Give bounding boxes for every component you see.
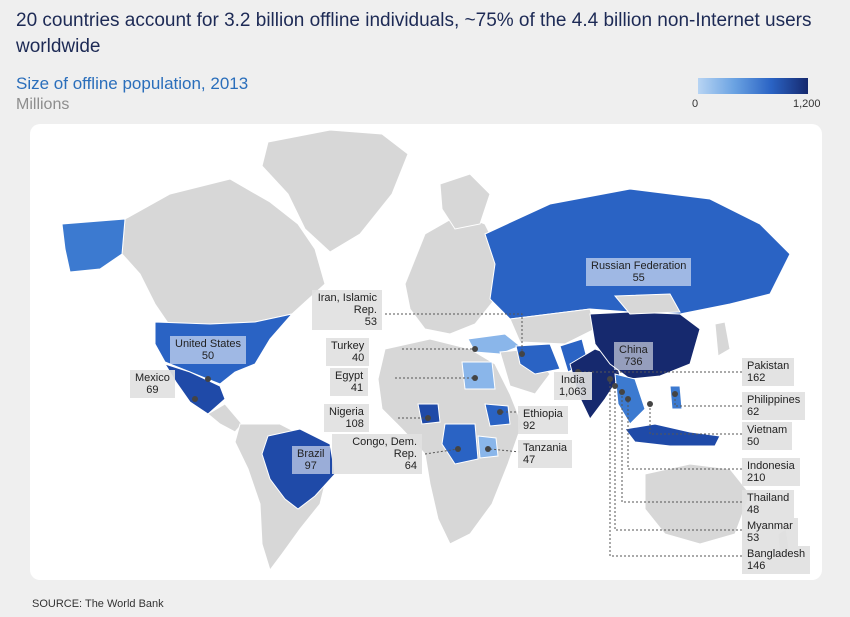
country-name: Russian Federation bbox=[591, 260, 687, 272]
legend-min-label: 0 bbox=[692, 98, 699, 110]
label-vietnam: Vietnam 50 bbox=[742, 422, 793, 450]
country-value: 146 bbox=[747, 560, 766, 572]
chart-subtitle: Size of offline population, 2013 bbox=[16, 74, 249, 93]
label-nigeria: Nigeria 108 bbox=[324, 404, 369, 432]
country-value: 53 bbox=[747, 532, 760, 544]
europe-shape bbox=[404, 213, 501, 335]
country-name: Turkey bbox=[331, 340, 365, 352]
country-value: 1,063 bbox=[559, 386, 587, 398]
color-scale-legend bbox=[698, 78, 808, 94]
mexico-shape bbox=[163, 363, 226, 415]
country-name: Congo, Dem. Rep. bbox=[352, 436, 417, 460]
label-india: India 1,063 bbox=[554, 372, 592, 400]
country-value: 210 bbox=[747, 472, 766, 484]
country-name: Philippines bbox=[747, 394, 801, 406]
label-united-states: United States 50 bbox=[170, 336, 247, 364]
alaska-shape bbox=[61, 218, 126, 273]
country-value: 97 bbox=[304, 460, 317, 472]
country-value: 64 bbox=[404, 460, 417, 472]
country-name: Iran, Islamic Rep. bbox=[317, 292, 377, 316]
country-value: 55 bbox=[632, 272, 645, 284]
label-pakistan: Pakistan 162 bbox=[742, 358, 795, 386]
country-value: 53 bbox=[364, 316, 377, 328]
country-name: Pakistan bbox=[747, 360, 790, 372]
greenland-shape bbox=[261, 129, 409, 253]
country-name: Vietnam bbox=[747, 424, 788, 436]
source-note: SOURCE: The World Bank bbox=[32, 598, 164, 610]
world-map: Russian Federation 55 China 736 India 1,… bbox=[30, 124, 822, 580]
label-myanmar: Myanmar 53 bbox=[742, 518, 798, 546]
label-mexico: Mexico 69 bbox=[130, 370, 175, 398]
country-name: Indonesia bbox=[747, 460, 795, 472]
country-name: Bangladesh bbox=[747, 548, 806, 560]
nigeria-shape bbox=[417, 403, 441, 425]
country-value: 40 bbox=[351, 352, 365, 364]
label-iran: Iran, Islamic Rep. 53 bbox=[312, 290, 382, 330]
label-russian-federation: Russian Federation 55 bbox=[586, 258, 692, 286]
label-thailand: Thailand 48 bbox=[742, 490, 795, 518]
country-name: Mexico bbox=[135, 372, 170, 384]
indonesia-shape bbox=[624, 423, 721, 447]
country-name: China bbox=[619, 344, 648, 356]
label-indonesia: Indonesia 210 bbox=[742, 458, 800, 486]
country-value: 48 bbox=[747, 504, 760, 516]
congo-shape bbox=[441, 423, 479, 465]
label-bangladesh: Bangladesh 146 bbox=[742, 546, 811, 574]
country-value: 736 bbox=[624, 356, 643, 368]
philippines-shape bbox=[669, 385, 683, 410]
iran-shape bbox=[515, 343, 561, 375]
map-canvas bbox=[61, 129, 791, 572]
label-turkey: Turkey 40 bbox=[326, 338, 370, 366]
country-name: Thailand bbox=[747, 492, 790, 504]
country-name: United States bbox=[175, 338, 242, 350]
country-value: 69 bbox=[146, 384, 159, 396]
label-brazil: Brazil 97 bbox=[292, 446, 330, 474]
mongolia-shape bbox=[613, 293, 681, 315]
scandinavia-shape bbox=[439, 173, 491, 230]
japan-shape bbox=[714, 321, 731, 357]
label-congo: Congo, Dem. Rep. 64 bbox=[332, 434, 422, 474]
country-value: 50 bbox=[201, 350, 215, 362]
units-label: Millions bbox=[16, 96, 70, 113]
country-markers bbox=[192, 346, 678, 452]
country-name: Egypt bbox=[335, 370, 364, 382]
label-china: China 736 bbox=[614, 342, 653, 370]
label-philippines: Philippines 62 bbox=[742, 392, 806, 420]
country-value: 92 bbox=[523, 420, 536, 432]
country-name: Nigeria bbox=[329, 406, 364, 418]
country-name: Brazil bbox=[297, 448, 325, 460]
label-egypt: Egypt 41 bbox=[330, 368, 369, 396]
country-value: 162 bbox=[747, 372, 766, 384]
country-value: 108 bbox=[345, 418, 364, 430]
country-value: 41 bbox=[350, 382, 364, 394]
legend-max-label: 1,200 bbox=[793, 98, 821, 110]
australia-shape bbox=[644, 463, 751, 545]
country-name: Myanmar bbox=[747, 520, 793, 532]
country-value: 47 bbox=[523, 454, 536, 466]
country-value: 62 bbox=[747, 406, 760, 418]
egypt-shape bbox=[461, 361, 496, 390]
country-value: 50 bbox=[747, 436, 760, 448]
label-ethiopia: Ethiopia 92 bbox=[518, 406, 568, 434]
leader-lines bbox=[385, 313, 742, 557]
russia-shape bbox=[484, 188, 791, 320]
chart-title: 20 countries account for 3.2 billion off… bbox=[16, 10, 812, 57]
country-name: India bbox=[560, 374, 585, 386]
label-tanzania: Tanzania 47 bbox=[518, 440, 573, 468]
country-name: Tanzania bbox=[523, 442, 568, 454]
ethiopia-shape bbox=[484, 403, 511, 427]
country-name: Ethiopia bbox=[523, 408, 563, 420]
